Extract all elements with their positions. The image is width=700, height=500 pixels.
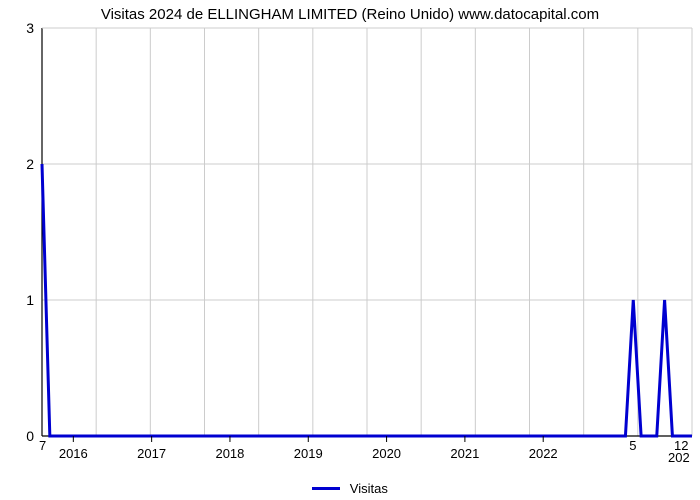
corner-label: 5 <box>629 438 636 453</box>
y-tick-label: 2 <box>26 156 42 172</box>
x-tick-label: 2021 <box>450 436 479 461</box>
x-tick-label: 2016 <box>59 436 88 461</box>
corner-label: 202 <box>668 450 690 465</box>
legend-swatch <box>312 487 340 490</box>
legend-label: Visitas <box>350 481 388 496</box>
x-tick-label: 2017 <box>137 436 166 461</box>
chart-svg <box>42 28 692 436</box>
x-tick-label: 2020 <box>372 436 401 461</box>
x-tick-label: 2018 <box>215 436 244 461</box>
chart-container: Visitas 2024 de ELLINGHAM LIMITED (Reino… <box>0 0 700 500</box>
x-tick-label: 2022 <box>529 436 558 461</box>
x-tick-label: 2019 <box>294 436 323 461</box>
corner-label: 7 <box>39 438 46 453</box>
y-tick-label: 1 <box>26 292 42 308</box>
legend: Visitas <box>0 480 700 496</box>
plot-area: 201620172018201920202021202201237512202 <box>42 28 692 436</box>
y-tick-label: 3 <box>26 20 42 36</box>
chart-title: Visitas 2024 de ELLINGHAM LIMITED (Reino… <box>0 6 700 23</box>
